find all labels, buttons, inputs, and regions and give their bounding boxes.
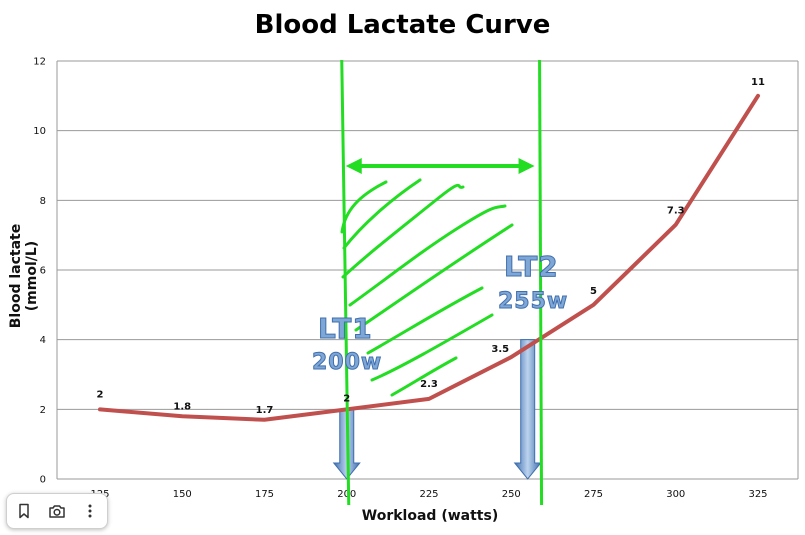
x-tick-label: 175 — [255, 489, 274, 500]
data-point — [674, 223, 678, 227]
data-label: 2 — [97, 389, 104, 400]
camera-icon[interactable] — [44, 498, 70, 524]
x-tick-labels: 125150175200225250275300325 — [90, 489, 767, 500]
x-tick-label: 200 — [337, 489, 356, 500]
x-tick-label: 325 — [748, 489, 767, 500]
data-point — [98, 407, 102, 411]
hatch-stroke — [366, 286, 484, 355]
y-tick-label: 8 — [40, 196, 46, 207]
lt2-arrow — [513, 339, 542, 480]
y-tick-label: 2 — [40, 405, 46, 416]
y-tick-label: 6 — [40, 266, 46, 277]
y-tick-label: 12 — [33, 57, 46, 68]
y-tick-label: 4 — [40, 335, 46, 346]
data-label: 1.8 — [173, 401, 191, 412]
floating-toolbar — [6, 493, 108, 529]
lt2-label: LT2 — [504, 250, 559, 284]
x-axis-label: Workload (watts) — [361, 508, 499, 524]
data-labels: 2 1.8 1.7 2 2.3 3.5 5 7.3 11 — [97, 77, 765, 416]
bookmark-icon[interactable] — [11, 498, 37, 524]
data-label: 2.3 — [420, 379, 438, 390]
y-tick-labels: 0 2 4 6 8 10 12 — [33, 57, 46, 486]
hatch-stroke — [354, 223, 514, 332]
data-point — [263, 418, 266, 422]
hatch-stroke — [348, 204, 507, 307]
x-tick-label: 300 — [666, 489, 685, 500]
data-label: 2 — [343, 393, 350, 404]
hatch-stroke — [390, 356, 458, 397]
hand-drawn-hatching — [340, 178, 514, 397]
hatch-stroke — [342, 178, 422, 250]
data-label: 11 — [751, 77, 765, 88]
x-tick-label: 225 — [419, 489, 438, 500]
data-label: 1.7 — [256, 405, 274, 416]
lt1-marker-line — [340, 59, 351, 506]
y-tick-label: 10 — [33, 126, 46, 137]
threshold-markers — [340, 59, 544, 506]
lactate-series — [98, 93, 760, 422]
data-label: 7.3 — [667, 206, 685, 217]
data-point — [509, 355, 513, 359]
x-tick-label: 150 — [173, 489, 192, 500]
data-point — [756, 94, 760, 98]
span-arrow-left-head — [345, 158, 362, 174]
chart-title: Blood Lactate Curve — [254, 10, 551, 40]
data-point — [427, 397, 431, 401]
data-label: 3.5 — [491, 344, 509, 355]
data-point — [592, 303, 595, 307]
hatch-stroke — [341, 183, 465, 279]
grid-lines — [56, 60, 799, 480]
data-point — [180, 414, 184, 418]
series-line — [98, 93, 760, 422]
y-axis-label: Blood lactate (mmol/L) — [8, 223, 40, 329]
lt2-marker-line — [538, 59, 544, 506]
lt1-value: 200w — [311, 350, 383, 376]
hatch-stroke — [370, 313, 494, 382]
lt1-label: LT1 — [318, 312, 373, 346]
x-tick-label: 275 — [584, 489, 603, 500]
x-tick-label: 250 — [502, 489, 521, 500]
span-arrow-right-head — [518, 158, 535, 174]
data-label: 5 — [590, 286, 597, 297]
y-tick-label: 0 — [40, 475, 46, 486]
lt2-value: 255w — [497, 289, 569, 315]
more-vertical-icon[interactable] — [77, 498, 103, 524]
